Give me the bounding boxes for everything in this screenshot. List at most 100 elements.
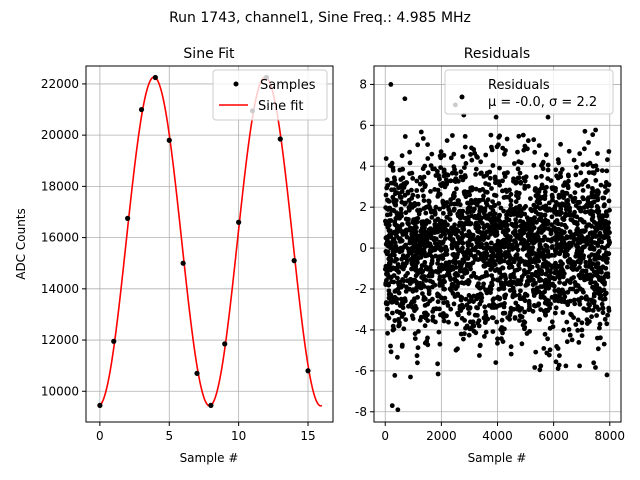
sample-point bbox=[194, 370, 200, 376]
sine-fit-ylabel: ADC Counts bbox=[14, 208, 28, 280]
residual-point bbox=[585, 184, 591, 189]
residuals-title: Residuals bbox=[464, 46, 530, 62]
residual-point bbox=[566, 148, 572, 154]
residual-point bbox=[601, 195, 607, 201]
residual-point bbox=[513, 180, 519, 186]
residual-point bbox=[398, 195, 404, 200]
residual-point bbox=[405, 190, 411, 196]
residual-point bbox=[590, 234, 596, 240]
residual-outlier-point bbox=[395, 407, 401, 413]
residual-point bbox=[482, 206, 488, 212]
residual-point bbox=[605, 312, 610, 318]
residual-point bbox=[460, 154, 466, 159]
residual-point bbox=[577, 363, 582, 369]
residual-point bbox=[490, 208, 496, 213]
residual-point bbox=[500, 229, 506, 235]
residual-point bbox=[441, 153, 447, 158]
residual-point bbox=[538, 307, 544, 312]
residual-point bbox=[416, 211, 422, 217]
residual-point bbox=[466, 279, 472, 284]
residual-point bbox=[481, 210, 487, 216]
residual-point bbox=[527, 329, 532, 334]
residual-point bbox=[441, 263, 447, 269]
residual-point bbox=[579, 269, 584, 275]
sine-fit-ticks: 0 5 10 15 10000 12000 14000 16000 18000 20000 2200… bbox=[41, 77, 316, 443]
residual-point bbox=[383, 156, 389, 162]
residual-point bbox=[395, 286, 401, 292]
residual-point bbox=[594, 204, 600, 209]
residuals-ytick-label: -4 bbox=[355, 323, 367, 337]
residual-point bbox=[595, 290, 601, 296]
residual-point bbox=[450, 241, 455, 247]
residual-point bbox=[585, 197, 591, 203]
residual-point bbox=[414, 353, 420, 359]
residual-point bbox=[388, 218, 394, 223]
residual-point bbox=[399, 222, 405, 227]
sine-fit-curve-layer bbox=[99, 76, 323, 407]
residual-point bbox=[485, 235, 491, 241]
residual-point bbox=[520, 322, 526, 328]
residual-point bbox=[544, 244, 550, 250]
residual-point bbox=[455, 310, 460, 316]
legend-residuals-stats: μ = -0.0, σ = 2.2 bbox=[488, 95, 597, 110]
residual-point bbox=[473, 172, 478, 177]
sample-point bbox=[222, 341, 228, 347]
residual-point bbox=[606, 251, 612, 257]
residual-point bbox=[396, 185, 401, 191]
residual-point bbox=[564, 234, 570, 240]
residuals-ytick-label: 6 bbox=[359, 118, 367, 132]
residual-point bbox=[562, 252, 568, 257]
residual-point bbox=[482, 334, 487, 339]
residual-point bbox=[549, 319, 555, 325]
residual-point bbox=[458, 268, 464, 274]
residual-point bbox=[516, 175, 522, 181]
residual-point bbox=[591, 194, 597, 200]
residual-point bbox=[605, 157, 610, 163]
residual-point bbox=[527, 266, 533, 272]
residual-point bbox=[404, 260, 409, 266]
residual-point bbox=[543, 271, 549, 277]
residual-point bbox=[407, 160, 413, 166]
residual-point bbox=[599, 168, 605, 174]
residuals-ytick-label: 0 bbox=[359, 241, 367, 255]
residual-point bbox=[553, 305, 559, 311]
residual-point bbox=[399, 248, 405, 254]
residual-point bbox=[422, 260, 428, 265]
residual-outlier-point bbox=[493, 114, 499, 120]
residual-point bbox=[458, 221, 464, 227]
residual-point bbox=[515, 247, 521, 253]
residual-point bbox=[543, 284, 549, 290]
residual-point bbox=[436, 329, 442, 335]
residual-point bbox=[467, 249, 472, 255]
residual-point bbox=[496, 201, 502, 206]
residual-point bbox=[411, 218, 417, 223]
residual-point bbox=[562, 203, 568, 209]
residual-point bbox=[513, 253, 519, 259]
residual-point bbox=[420, 187, 425, 193]
residual-point bbox=[515, 195, 521, 201]
residual-point bbox=[459, 274, 465, 280]
sine-fit-xlabel: Sample # bbox=[180, 451, 239, 465]
residual-point bbox=[493, 227, 499, 233]
residual-point bbox=[558, 248, 564, 254]
sample-point bbox=[138, 106, 145, 113]
residual-point bbox=[394, 300, 400, 306]
residual-point bbox=[587, 258, 593, 264]
residual-point bbox=[437, 246, 442, 252]
residual-point bbox=[533, 174, 539, 180]
residual-point bbox=[459, 316, 465, 321]
residual-point bbox=[391, 175, 397, 181]
residual-point bbox=[443, 236, 448, 242]
residual-point bbox=[484, 241, 489, 247]
residual-point bbox=[435, 257, 441, 263]
residual-point bbox=[542, 193, 548, 199]
residual-point bbox=[590, 308, 596, 313]
residual-point bbox=[574, 228, 580, 234]
sine-fit-grid bbox=[86, 66, 333, 422]
residual-point bbox=[387, 261, 393, 267]
residual-point bbox=[488, 132, 494, 138]
residuals-xtick-label: 6000 bbox=[538, 429, 569, 443]
residual-point bbox=[441, 167, 447, 173]
residual-point bbox=[455, 211, 461, 217]
residual-point bbox=[444, 214, 450, 220]
